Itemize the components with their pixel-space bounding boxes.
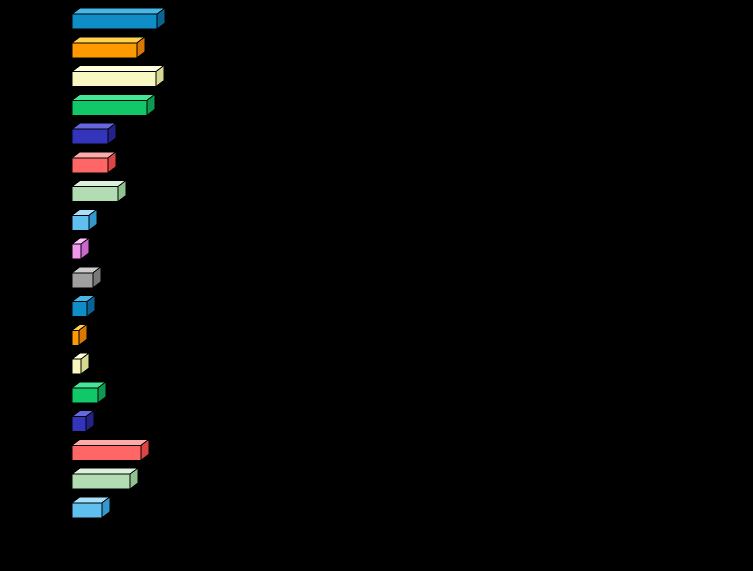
bar-front-face <box>71 99 148 116</box>
bar-front-face <box>71 42 138 59</box>
bar-front-face <box>71 301 88 317</box>
bar-top-face <box>70 180 128 187</box>
bar-top-face <box>70 65 166 72</box>
bar-row-8-sky-blue <box>70 208 99 232</box>
bar-row-12-orange <box>70 323 89 347</box>
bar-row-17-pale-green <box>70 467 140 490</box>
bar-row-10-gray <box>70 265 103 289</box>
bar-row-13-cream <box>70 352 91 375</box>
bar-row-11-blue <box>70 294 97 318</box>
bar-row-16-salmon <box>70 438 151 462</box>
bar-top-face <box>70 36 147 44</box>
bar-row-14-green <box>70 380 108 404</box>
bar-top-face <box>70 438 151 446</box>
bar-row-3-cream <box>70 64 166 88</box>
bar-front-face <box>71 473 131 490</box>
bar-row-18-sky-blue <box>70 495 112 519</box>
bar-top-face <box>70 467 140 475</box>
bar-top-face <box>70 93 157 101</box>
bar-top-face <box>70 7 167 15</box>
bar-front-face <box>71 444 142 461</box>
bar-front-face <box>71 358 82 375</box>
bar-front-face <box>71 128 109 145</box>
bar-front-face <box>71 387 99 404</box>
bar-row-2-orange <box>70 35 147 59</box>
bar-front-face <box>71 243 82 260</box>
bar-row-9-orchid <box>70 237 91 260</box>
bar-front-face <box>71 329 80 346</box>
bar-row-5-indigo <box>70 122 118 145</box>
bar-front-face <box>71 13 158 30</box>
bar-front-face <box>71 214 90 231</box>
bar-front-face <box>71 186 119 202</box>
bar-front-face <box>71 416 87 432</box>
bar-row-15-indigo <box>70 409 96 433</box>
bar-front-face <box>71 272 94 289</box>
bar-row-1-blue <box>70 7 167 30</box>
bar-front-face <box>71 157 109 174</box>
bar-front-face <box>71 71 157 87</box>
bar-row-4-green <box>70 93 157 117</box>
bar-row-7-pale-green <box>70 179 128 203</box>
bar-row-6-salmon <box>70 150 118 174</box>
bar-front-face <box>71 502 103 519</box>
